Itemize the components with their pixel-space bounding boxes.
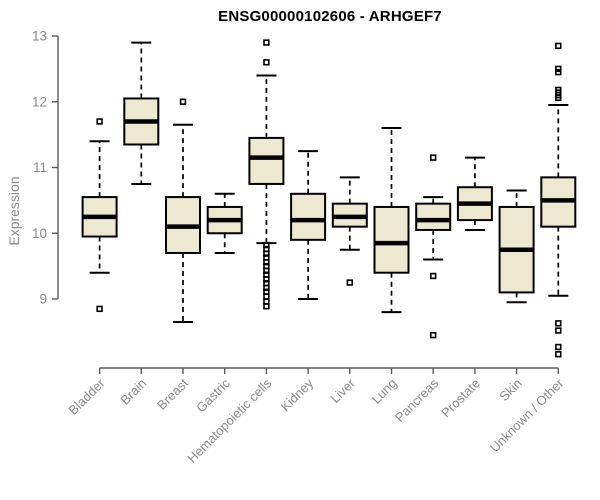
y-tick-label: 13 [32,29,47,44]
x-tick-label-gastric: Gastric [193,375,233,415]
box-skin [498,189,535,304]
x-tick-label-kidney: Kidney [278,375,317,414]
box-lung [373,127,410,314]
x-tick-label-skin: Skin [496,376,524,404]
outlier-point [555,343,562,351]
outlier-point [96,118,103,125]
outlier-point [263,284,270,292]
outlier-point [263,293,270,300]
outlier-point [555,94,562,102]
chart-title: ENSG00000102606 - ARHGEF7 [218,8,442,25]
y-axis: 9 10 11 12 13 [32,29,59,307]
x-tick-label-liver: Liver [327,375,358,406]
box-gastric [206,192,243,254]
x-tick-label-brain: Brain [117,376,149,408]
outlier-point [263,258,270,266]
x-tick-label-pancreas: Pancreas [392,375,442,425]
outlier-point [555,320,562,327]
outlier-point [555,42,562,50]
box-hematopoietic-cells [248,39,285,310]
box-prostate [456,156,493,231]
box-liver [331,176,368,286]
box-brain [123,41,160,185]
y-tick-label: 12 [32,94,47,109]
box-unknown-other [540,42,577,358]
outlier-point [263,250,270,257]
x-tick-label-unknown-other: Unknown / Other [487,375,567,455]
y-tick-label: 10 [32,226,47,241]
outlier-point [555,327,562,334]
outlier-point [179,98,187,105]
iqr-box [415,202,452,231]
outlier-point [263,267,270,274]
outlier-point [429,154,437,161]
box-pancreas [415,154,452,339]
x-tick-label-breast: Breast [154,375,191,412]
box-kidney [290,150,327,300]
y-tick-label: 9 [39,292,47,307]
outlier-point [429,331,437,339]
outlier-point [263,59,270,66]
outlier-point [263,303,270,310]
x-tick-label-lung: Lung [369,376,400,407]
x-tick-label-prostate: Prostate [438,376,483,421]
outlier-point [429,272,437,280]
outlier-point [346,279,353,286]
outlier-point [263,241,270,249]
outlier-point [555,68,562,76]
box-breast [165,98,201,324]
iqr-box [290,192,327,241]
y-tick-label: 11 [33,160,47,175]
outlier-point [96,305,103,313]
outlier-point [263,276,270,283]
y-axis-title: Expression [6,176,22,246]
x-tick-label-bladder: Bladder [65,375,108,418]
box-bladder [81,118,118,313]
iqr-box [248,136,285,185]
outlier-point [263,39,270,46]
outlier-point [555,65,562,73]
outlier-point [555,351,562,358]
iqr-box [373,205,410,274]
